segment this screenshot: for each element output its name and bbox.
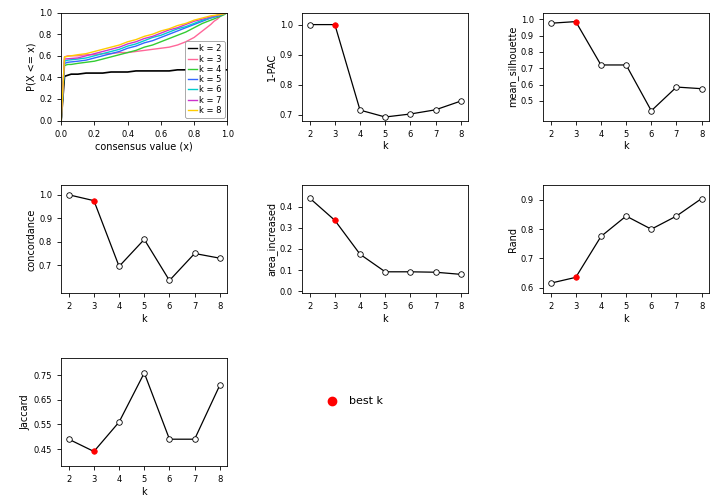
X-axis label: k: k — [141, 314, 147, 324]
X-axis label: k: k — [624, 314, 629, 324]
Y-axis label: Rand: Rand — [508, 227, 518, 252]
X-axis label: consensus value (x): consensus value (x) — [96, 142, 193, 151]
Legend: k = 2, k = 3, k = 4, k = 5, k = 6, k = 7, k = 8: k = 2, k = 3, k = 4, k = 5, k = 6, k = 7… — [185, 41, 225, 118]
Y-axis label: concordance: concordance — [26, 208, 36, 271]
X-axis label: k: k — [624, 142, 629, 151]
Y-axis label: area_increased: area_increased — [266, 203, 277, 276]
Y-axis label: mean_silhouette: mean_silhouette — [507, 26, 518, 107]
Text: best k: best k — [348, 397, 382, 406]
X-axis label: k: k — [382, 142, 388, 151]
Y-axis label: P(X <= x): P(X <= x) — [26, 42, 36, 91]
X-axis label: k: k — [141, 487, 147, 497]
Y-axis label: 1-PAC: 1-PAC — [267, 52, 277, 81]
Y-axis label: Jaccard: Jaccard — [21, 395, 31, 430]
X-axis label: k: k — [382, 314, 388, 324]
